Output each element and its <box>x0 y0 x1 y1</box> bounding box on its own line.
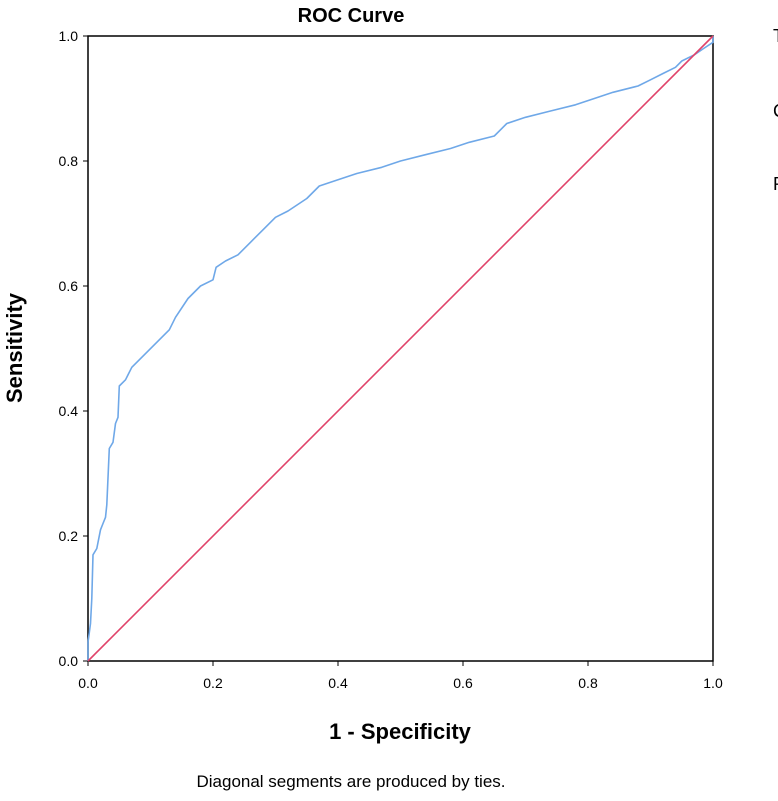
y-tick-label: 0.4 <box>59 403 79 419</box>
series-layer <box>87 35 714 662</box>
chart-title: ROC Curve <box>298 5 405 27</box>
legend-fragment-3: R <box>773 174 778 194</box>
y-tick-label: 0.0 <box>59 653 79 669</box>
y-tick-label: 0.2 <box>59 528 79 544</box>
roc-curve-line <box>87 36 714 661</box>
y-axis-ticks: 0.0 0.2 0.4 0.6 0.8 1.0 <box>59 28 88 669</box>
chart-footnote: Diagonal segments are produced by ties. <box>196 772 505 791</box>
legend-fragment-1: T <box>773 26 778 46</box>
x-tick-label: 0.8 <box>578 675 598 691</box>
x-tick-label: 0.0 <box>78 675 98 691</box>
y-tick-label: 0.6 <box>59 278 79 294</box>
y-axis-title: Sensitivity <box>2 292 27 403</box>
x-tick-label: 1.0 <box>703 675 723 691</box>
x-tick-label: 0.2 <box>203 675 223 691</box>
y-tick-label: 1.0 <box>59 28 79 44</box>
x-axis-title: 1 - Specificity <box>329 719 472 744</box>
x-tick-label: 0.6 <box>453 675 473 691</box>
x-axis-ticks: 0.0 0.2 0.4 0.6 0.8 1.0 <box>78 661 723 691</box>
reference-diagonal-line <box>87 35 714 662</box>
y-tick-label: 0.8 <box>59 153 79 169</box>
legend-fragment-2: C <box>773 101 778 121</box>
x-tick-label: 0.4 <box>328 675 348 691</box>
